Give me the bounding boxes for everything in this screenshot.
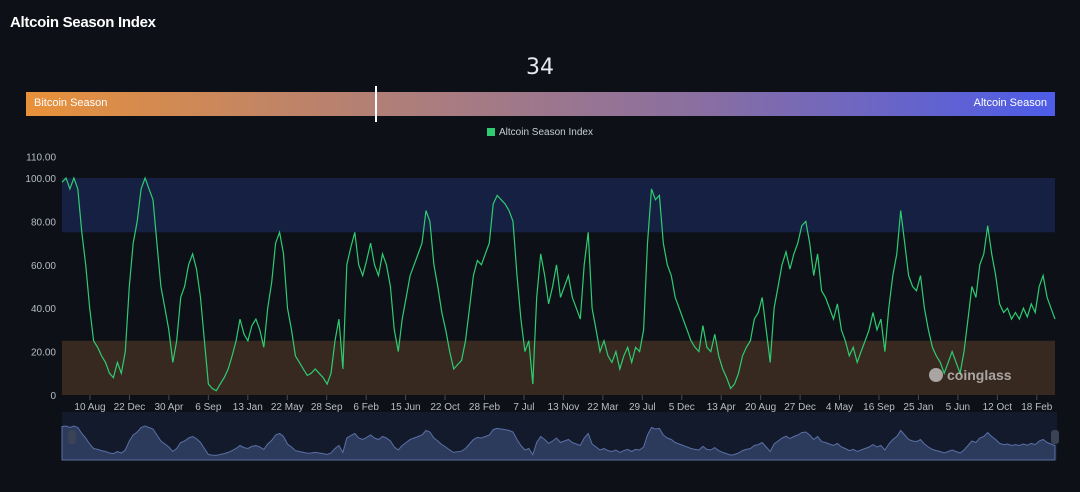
navigator-area (61, 425, 1056, 461)
y-tick-label: 60.00 (31, 261, 56, 272)
x-tick-label: 6 Feb (353, 402, 379, 413)
x-tick-label: 7 Jul (513, 402, 534, 413)
series-line (61, 176, 1056, 392)
x-tick-label: 13 Jan (233, 402, 263, 413)
x-tick-label: 29 Jul (629, 402, 656, 413)
y-tick-label: 40.00 (31, 304, 56, 315)
x-tick-label: 10 Aug (74, 402, 105, 413)
x-tick-label: 18 Feb (1021, 402, 1053, 413)
x-tick-label: 25 Jan (903, 402, 933, 413)
chart-legend[interactable]: Altcoin Season Index (0, 127, 1080, 138)
gauge-marker (374, 86, 377, 122)
y-tick-label: 20.00 (31, 348, 56, 359)
x-tick-label: 30 Apr (154, 402, 184, 413)
x-tick-label: 4 May (826, 402, 853, 413)
y-tick-label: 100.00 (25, 174, 56, 185)
svg-text:coinglass: coinglass (947, 367, 1012, 383)
gauge-right-label: Altcoin Season (973, 97, 1047, 109)
x-tick-label: 27 Dec (784, 402, 816, 413)
navigator-handle-right[interactable] (1051, 430, 1059, 444)
x-tick-label: 15 Jun (391, 402, 421, 413)
x-tick-label: 5 Dec (669, 402, 695, 413)
x-tick-label: 16 Sep (863, 402, 895, 413)
page-title: Altcoin Season Index (10, 14, 156, 31)
legend-swatch (487, 128, 496, 136)
x-tick-label: 28 Sep (311, 402, 343, 413)
coinglass-watermark: coinglass (929, 367, 1012, 383)
y-tick-label: 110.00 (26, 152, 56, 163)
x-tick-label: 20 Aug (745, 402, 776, 413)
x-tick-label: 22 Mar (587, 402, 619, 413)
y-tick-label: 0 (50, 391, 56, 402)
x-tick-label: 13 Apr (707, 402, 737, 413)
legend-label: Altcoin Season Index (499, 127, 593, 138)
season-gauge: Bitcoin Season Altcoin Season (26, 86, 1055, 122)
gauge-left-label: Bitcoin Season (34, 97, 108, 109)
x-tick-label: 6 Sep (195, 402, 222, 413)
x-tick-label: 22 Oct (430, 402, 460, 413)
x-tick-label: 28 Feb (469, 402, 501, 413)
navigator-handle-left[interactable] (68, 430, 76, 444)
x-tick-label: 5 Jun (946, 402, 970, 413)
x-tick-label: 13 Nov (548, 402, 580, 413)
x-tick-label: 22 May (271, 402, 304, 413)
x-tick-label: 22 Dec (114, 402, 146, 413)
band-0 (62, 178, 1055, 233)
band-1 (62, 340, 1055, 395)
index-value: 34 (526, 55, 554, 80)
x-tick-label: 12 Oct (983, 402, 1013, 413)
y-tick-label: 80.00 (31, 217, 56, 228)
